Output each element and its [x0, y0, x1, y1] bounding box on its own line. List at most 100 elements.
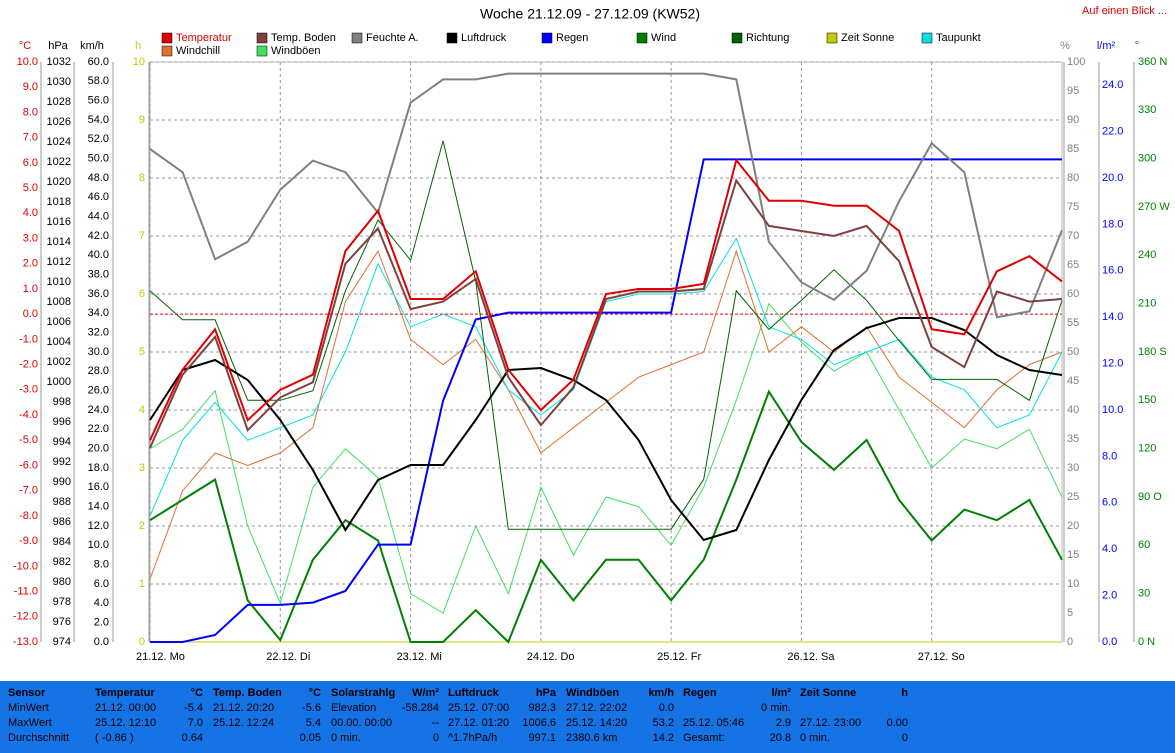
- cell-text: 997.1: [528, 732, 556, 744]
- y-tick-label: 1: [139, 578, 145, 590]
- y-tick-label: 982: [53, 556, 71, 568]
- cell-text: 27.12. 01:20: [448, 717, 510, 729]
- y-tick-label: 4.0: [23, 207, 38, 219]
- column-title: Zeit Sonne: [800, 687, 857, 699]
- y-tick-label: 8.0: [94, 559, 109, 571]
- y-tick-label: 28.0: [88, 365, 109, 377]
- axis-title: °C: [19, 40, 31, 52]
- cell-text: -58.284: [401, 702, 439, 714]
- y-tick-label: 14.0: [1102, 311, 1123, 323]
- y-tick-label: 95: [1067, 85, 1079, 97]
- cell-text: Durchschnitt: [8, 732, 70, 744]
- y-tick-label: 45: [1067, 375, 1079, 387]
- cell-text: 14.2: [652, 732, 674, 744]
- y-tick-label: 4.0: [94, 597, 109, 609]
- y-tick-label: 990: [53, 476, 71, 488]
- column-title: Temp. Boden: [213, 687, 282, 699]
- y-tick-label: 30.0: [88, 346, 109, 358]
- y-tick-label: 980: [53, 576, 71, 588]
- legend-label: Regen: [556, 32, 588, 44]
- y-tick-label: 42.0: [88, 230, 109, 242]
- y-tick-label: 48.0: [88, 172, 109, 184]
- y-tick-label: 1010: [47, 276, 71, 288]
- y-tick-label: 25: [1067, 491, 1079, 503]
- y-tick-label: 1.0: [23, 283, 38, 295]
- series-line: [149, 72, 1063, 319]
- axis-title: %: [1060, 40, 1070, 52]
- y-tick-label: 8: [139, 172, 145, 184]
- y-tick-label: 65: [1067, 259, 1079, 271]
- y-tick-label: 1016: [47, 216, 71, 228]
- y-tick-label: -7.0: [19, 485, 38, 497]
- stats-cell: 0.05: [213, 732, 321, 746]
- y-tick-label: -11.0: [14, 585, 38, 597]
- stats-cell: 25.12. 12:10 7.0: [95, 717, 203, 731]
- x-tick-label: 23.12. Mi: [397, 651, 442, 663]
- y-tick-label: 40.0: [88, 249, 109, 261]
- y-tick-label: -3.0: [19, 384, 38, 396]
- series-line: [149, 158, 1063, 441]
- cell-text: MinWert: [8, 702, 49, 714]
- y-tick-label: 52.0: [88, 133, 109, 145]
- y-tick-label: 100: [1067, 56, 1085, 68]
- cell-text: 982.3: [528, 702, 556, 714]
- y-tick-label: 0.0: [94, 636, 109, 648]
- y-tick-label: 75: [1067, 201, 1079, 213]
- legend-swatch: [161, 45, 173, 57]
- cell-text: Gesamt:: [683, 732, 725, 744]
- cell-text: 5.4: [305, 717, 321, 729]
- x-tick-label: 26.12. Sa: [787, 651, 835, 663]
- y-tick-label: 5: [1067, 607, 1073, 619]
- y-tick-label: 5.0: [23, 182, 38, 194]
- y-tick-label: 6: [139, 288, 145, 300]
- stats-cell: 0 min.: [683, 702, 791, 716]
- axis-title: h: [135, 40, 141, 52]
- y-tick-label: 986: [53, 516, 71, 528]
- cell-text: 25.12. 07:00: [448, 702, 510, 714]
- axis-title: l/m²: [1097, 40, 1116, 52]
- series-line: [150, 158, 1062, 643]
- y-tick-label: 0.0: [23, 308, 38, 320]
- y-tick-label: 15: [1067, 549, 1079, 561]
- cell-text: 0 min.: [331, 732, 361, 744]
- y-tick-label: -12.0: [13, 611, 38, 623]
- column-unit: °C: [308, 687, 321, 699]
- legend-swatch: [161, 32, 173, 44]
- column-unit: km/h: [648, 687, 674, 699]
- cell-text: 0.05: [299, 732, 321, 744]
- cell-text: 0: [432, 732, 439, 744]
- y-tick-label: 20.0: [1102, 172, 1123, 184]
- y-tick-label: 1000: [47, 376, 71, 388]
- y-tick-label: 4.0: [1102, 543, 1117, 555]
- column-unit: hPa: [535, 687, 556, 699]
- stats-cell: Elevation -58.284: [331, 702, 439, 716]
- cell-text: 1006.6: [522, 717, 556, 729]
- cell-text: --: [431, 717, 439, 729]
- column-title: Temperatur: [95, 687, 155, 699]
- cell-text: 0 min.: [761, 702, 791, 714]
- stats-cell: MaxWert: [8, 717, 116, 731]
- cell-text: 21.12. 00:00: [95, 702, 157, 714]
- stats-cell: Gesamt: 20.8: [683, 732, 791, 746]
- y-tick-label: 80: [1067, 172, 1079, 184]
- y-tick-label: 1020: [47, 176, 71, 188]
- stats-column: Zeit Sonne h 27.12. 23:00 0.00 0 min. 0: [797, 685, 911, 751]
- stats-cell: 27.12. 22:02 0.0: [566, 702, 674, 716]
- y-tick-label: 60.0: [88, 56, 109, 68]
- y-tick-label: 150: [1138, 394, 1156, 406]
- cell-text: 25.12. 05:46: [683, 717, 745, 729]
- y-tick-label: 1006: [47, 316, 71, 328]
- y-tick-label: 8.0: [23, 106, 38, 118]
- cell-text: 0 min.: [800, 732, 830, 744]
- y-tick-label: 24.0: [88, 404, 109, 416]
- column-title: Regen: [683, 687, 717, 699]
- y-tick-label: 1030: [47, 76, 71, 88]
- y-tick-label: 36.0: [88, 288, 109, 300]
- legend-label: Windböen: [271, 45, 321, 57]
- y-tick-label: -4.0: [19, 409, 38, 421]
- column-unit: l/m²: [771, 687, 791, 699]
- y-tick-label: 50.0: [88, 153, 109, 165]
- cell-text: 2380.6 km: [566, 732, 618, 744]
- link[interactable]: Auf einen Blick ...: [1082, 5, 1167, 17]
